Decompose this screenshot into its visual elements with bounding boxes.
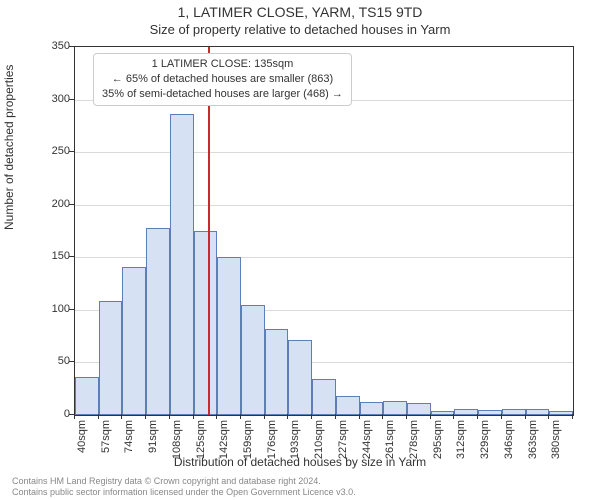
y-tick-label: 250 <box>30 145 70 157</box>
histogram-bar <box>146 228 170 415</box>
x-tick-label: 125sqm <box>195 420 207 480</box>
histogram-bar <box>217 257 241 415</box>
x-tick-mark <box>216 414 217 419</box>
x-tick-mark <box>501 414 502 419</box>
histogram-bar <box>265 329 289 415</box>
x-tick-mark <box>240 414 241 419</box>
x-tick-label: 159sqm <box>242 420 254 480</box>
histogram-bar <box>454 409 478 415</box>
histogram-bar <box>549 411 573 415</box>
x-tick-label: 176sqm <box>266 420 278 480</box>
annotation-box: 1 LATIMER CLOSE: 135sqm← 65% of detached… <box>93 53 352 106</box>
x-tick-label: 227sqm <box>337 420 349 480</box>
y-tick-mark <box>69 256 74 257</box>
x-tick-label: 261sqm <box>384 420 396 480</box>
histogram-bar <box>360 402 384 415</box>
plot-area: 1 LATIMER CLOSE: 135sqm← 65% of detached… <box>74 46 574 416</box>
x-tick-label: 40sqm <box>76 420 88 480</box>
histogram-bar <box>170 114 194 415</box>
y-tick-mark <box>69 309 74 310</box>
x-tick-label: 193sqm <box>289 420 301 480</box>
y-tick-label: 50 <box>30 355 70 367</box>
x-tick-label: 295sqm <box>432 420 444 480</box>
x-tick-mark <box>477 414 478 419</box>
histogram-bar <box>99 301 123 415</box>
x-tick-mark <box>548 414 549 419</box>
y-tick-label: 150 <box>30 250 70 262</box>
y-axis-label: Number of detached properties <box>2 65 16 230</box>
y-tick-mark <box>69 361 74 362</box>
x-tick-label: 210sqm <box>313 420 325 480</box>
y-tick-label: 100 <box>30 303 70 315</box>
histogram-bar <box>431 411 455 415</box>
footer-line-2: Contains public sector information licen… <box>12 487 356 498</box>
histogram-bar <box>526 409 550 415</box>
histogram-bar <box>241 305 265 415</box>
histogram-bar <box>336 396 360 415</box>
footer-line-1: Contains HM Land Registry data © Crown c… <box>12 476 356 487</box>
x-tick-mark <box>311 414 312 419</box>
grid-line <box>75 152 573 153</box>
x-tick-mark <box>453 414 454 419</box>
x-tick-label: 91sqm <box>147 420 159 480</box>
x-tick-label: 329sqm <box>479 420 491 480</box>
page-subtitle: Size of property relative to detached ho… <box>0 22 600 37</box>
x-tick-mark <box>382 414 383 419</box>
histogram-bar <box>288 340 312 415</box>
x-tick-mark <box>359 414 360 419</box>
x-tick-label: 363sqm <box>527 420 539 480</box>
x-tick-mark <box>121 414 122 419</box>
page-title: 1, LATIMER CLOSE, YARM, TS15 9TD <box>0 4 600 20</box>
histogram-bar <box>478 410 502 415</box>
y-tick-label: 0 <box>30 408 70 420</box>
x-tick-label: 142sqm <box>218 420 230 480</box>
x-tick-mark <box>287 414 288 419</box>
x-tick-label: 380sqm <box>550 420 562 480</box>
histogram-bar <box>502 409 526 415</box>
y-tick-mark <box>69 204 74 205</box>
x-tick-label: 244sqm <box>361 420 373 480</box>
x-tick-mark <box>572 414 573 419</box>
x-tick-mark <box>525 414 526 419</box>
histogram-bar <box>383 401 407 415</box>
x-tick-label: 74sqm <box>123 420 135 480</box>
y-tick-label: 300 <box>30 93 70 105</box>
x-tick-mark <box>430 414 431 419</box>
x-tick-label: 57sqm <box>100 420 112 480</box>
x-tick-mark <box>74 414 75 419</box>
y-tick-label: 200 <box>30 198 70 210</box>
histogram-bar <box>75 377 99 415</box>
x-tick-mark <box>335 414 336 419</box>
x-tick-mark <box>193 414 194 419</box>
annotation-line: 35% of semi-detached houses are larger (… <box>102 87 343 102</box>
y-tick-label: 350 <box>30 40 70 52</box>
x-tick-mark <box>98 414 99 419</box>
x-tick-mark <box>145 414 146 419</box>
y-tick-mark <box>69 46 74 47</box>
grid-line <box>75 205 573 206</box>
histogram-bar <box>407 403 431 415</box>
x-tick-label: 278sqm <box>408 420 420 480</box>
histogram-bar <box>194 231 218 415</box>
y-tick-mark <box>69 151 74 152</box>
histogram-bar <box>122 267 146 415</box>
x-tick-label: 346sqm <box>503 420 515 480</box>
x-tick-label: 108sqm <box>171 420 183 480</box>
x-tick-mark <box>406 414 407 419</box>
annotation-line: ← 65% of detached houses are smaller (86… <box>102 72 343 87</box>
histogram-bar <box>312 379 336 415</box>
annotation-line: 1 LATIMER CLOSE: 135sqm <box>102 57 343 72</box>
footer-attribution: Contains HM Land Registry data © Crown c… <box>12 476 356 498</box>
chart-root: 1, LATIMER CLOSE, YARM, TS15 9TD Size of… <box>0 0 600 500</box>
x-tick-label: 312sqm <box>455 420 467 480</box>
y-tick-mark <box>69 99 74 100</box>
x-tick-mark <box>169 414 170 419</box>
x-tick-mark <box>264 414 265 419</box>
